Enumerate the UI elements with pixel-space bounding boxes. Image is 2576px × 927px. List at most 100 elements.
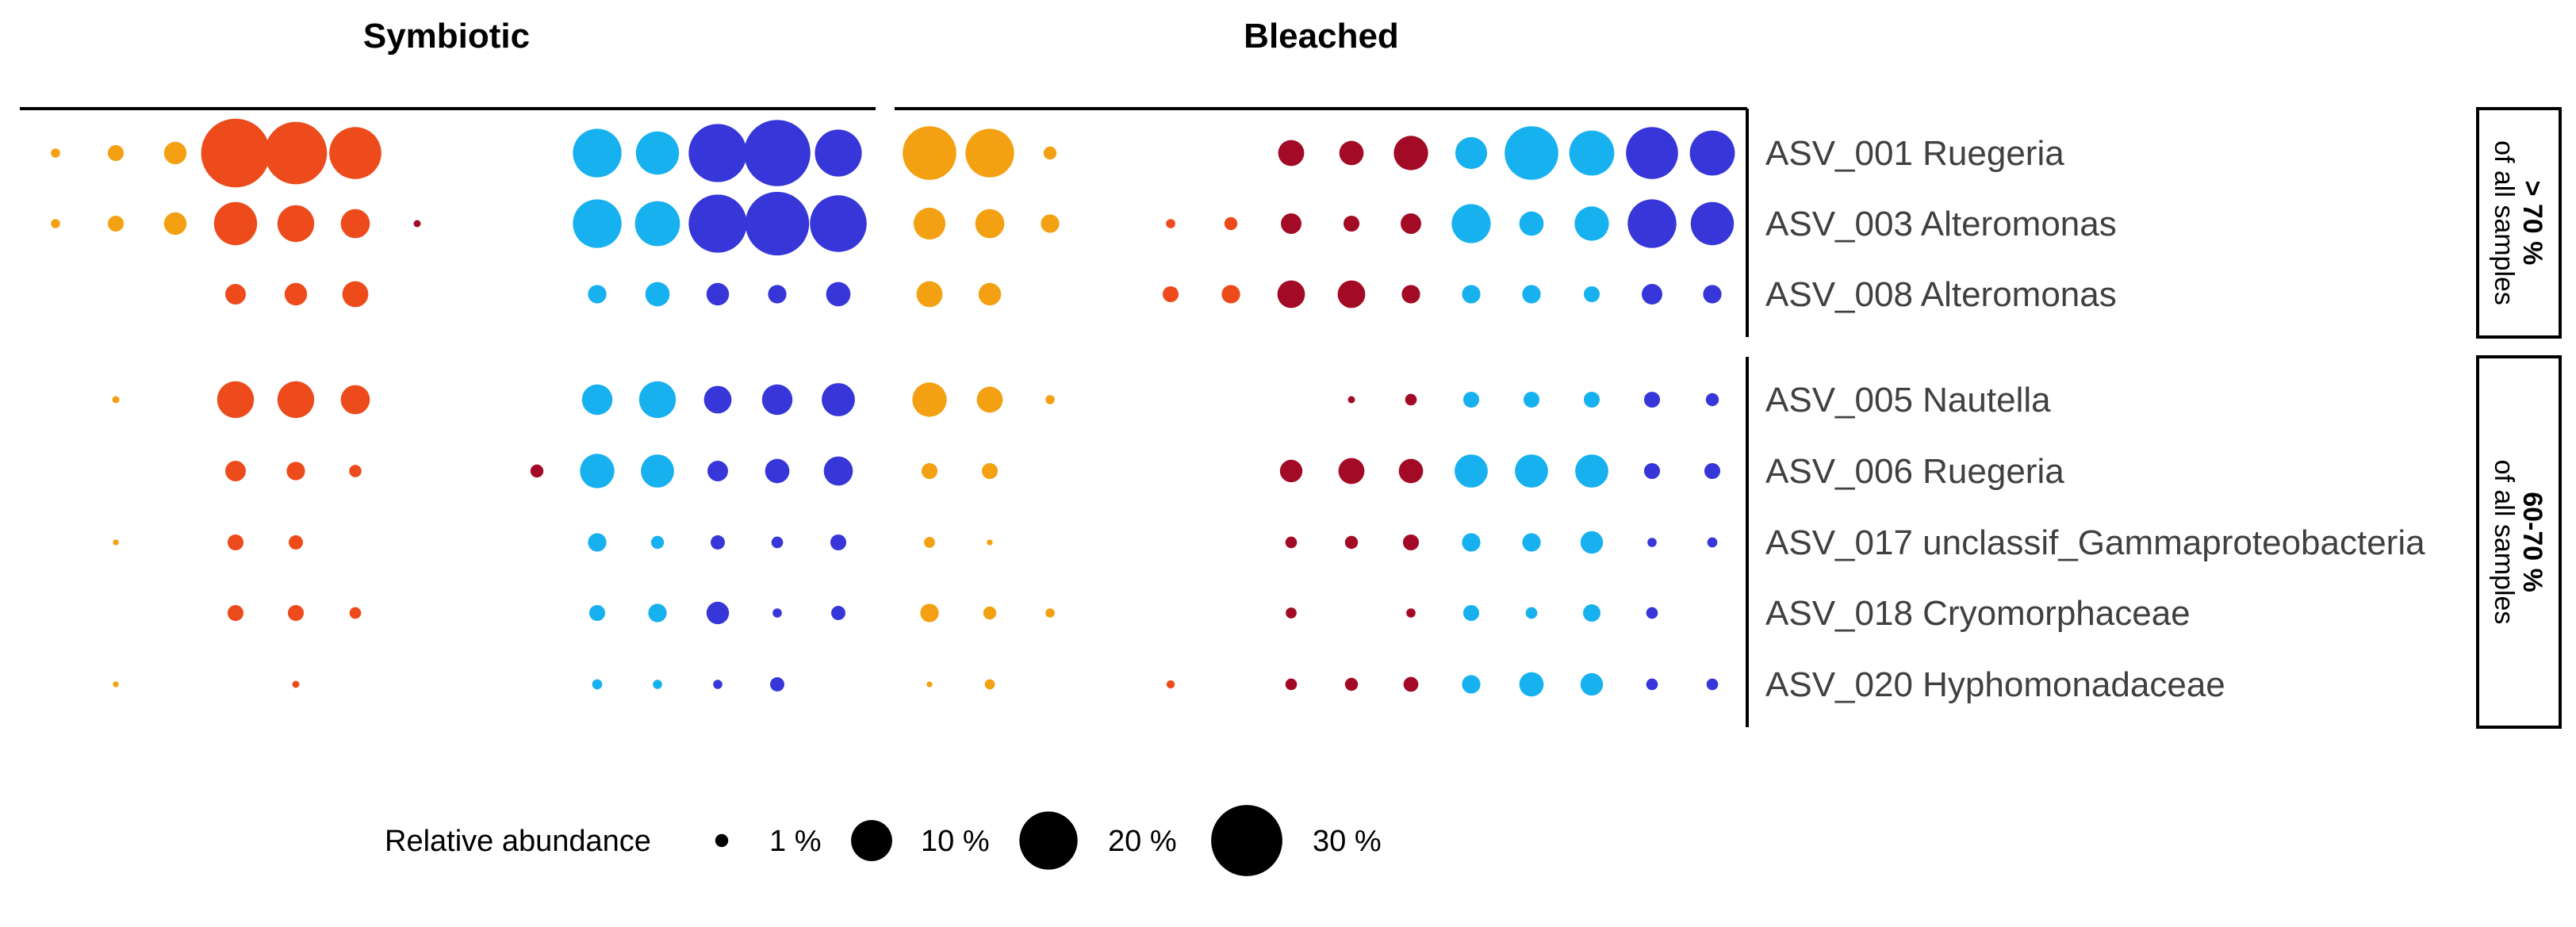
bubble [713,680,723,689]
bubble [573,199,622,248]
bubble [978,282,1002,306]
group-label-samples: of all samples [2489,140,2519,305]
bubble [1646,607,1658,619]
bubble [707,461,728,481]
bubble [831,606,845,620]
bubble [213,201,258,246]
row-label: ASV_008 Alteromonas [1765,275,2117,314]
legend-label: 20 % [1108,825,1177,858]
bubble [1575,454,1608,488]
bubble [1462,675,1481,694]
bubble [924,537,935,548]
bubble [983,606,997,620]
bubble [112,396,120,404]
bubble [225,461,246,481]
bubble [1690,201,1735,246]
bubble [1344,677,1359,691]
bubble [761,384,793,416]
bubble [588,533,607,552]
bubble [530,464,544,478]
bubble [1707,537,1718,548]
bubble [1646,678,1658,691]
bubble [329,127,381,179]
bubble [1406,608,1416,618]
bubble [641,454,674,488]
bubble [1627,199,1677,248]
bubble [277,205,315,243]
bubble [287,604,305,622]
legend-label: 10 % [921,825,990,858]
bubble [916,281,943,308]
bubble [1462,391,1480,408]
bubble [51,148,60,158]
bubble [1402,534,1420,551]
bubble [703,385,732,414]
bubble [113,681,119,688]
bubble [688,124,747,182]
row-label: ASV_006 Ruegeria [1765,452,2064,491]
bubble [1286,607,1297,619]
bubble [1279,459,1303,483]
bubble [1583,391,1600,408]
bubble [648,603,667,622]
bubble [976,386,1003,413]
row-label: ASV_005 Nautella [1765,381,2051,419]
bubble [926,681,933,688]
bubble [1583,285,1600,303]
bubble [634,201,680,247]
bubble [289,535,303,550]
bubble [1704,462,1721,480]
bubble [975,209,1005,239]
group-label-samples: of all samples [2489,460,2519,625]
bubble [1519,672,1544,697]
bubble [653,680,662,689]
bubble [340,385,370,415]
bubble [1281,213,1301,234]
bubble [706,282,730,306]
row-label: ASV_001 Ruegeria [1765,134,2064,173]
group-box [2476,107,2562,339]
bubble [163,212,187,236]
bubble [913,207,946,240]
bubble [1041,214,1060,233]
bubble [1339,140,1364,166]
bubble [1705,393,1719,407]
bubble [163,141,187,165]
bubble [1706,678,1719,691]
bubble [107,144,125,162]
bubble [822,383,855,416]
bubble [635,131,680,175]
bubble [1462,533,1481,552]
bubble [1505,126,1558,180]
legend-label: 1 % [769,825,821,858]
legend-label: 30 % [1313,825,1382,858]
bubble [227,604,244,622]
bubble [1580,672,1604,696]
row-labels: ASV_001 Ruegeria ASV_003 Alteromonas ASV_0… [1765,134,2425,704]
bubble [1405,393,1417,406]
row-label: ASV_018 Cryomorphaceae [1765,594,2191,633]
bubble [51,219,60,228]
bubble [1647,538,1657,547]
bubble [744,120,811,186]
bubble [1626,127,1678,179]
bubble [1285,536,1298,549]
bubble [1166,219,1175,228]
bubble [227,534,244,551]
bubble [1162,285,1179,303]
bubble [650,535,665,550]
bubble [1344,535,1359,550]
bubble [1277,280,1305,308]
bubble [292,680,300,688]
bubble [768,285,787,304]
bubble [706,601,730,625]
legend-bubble [715,833,729,848]
row-label: ASV_020 Hyphomonadaceae [1765,665,2225,704]
bubble [588,604,606,622]
group-label-threshold: 60-70 % [2517,492,2547,592]
bubble [1522,285,1541,304]
bubble [1703,285,1722,304]
bubble [826,282,851,307]
bubble [965,128,1014,178]
